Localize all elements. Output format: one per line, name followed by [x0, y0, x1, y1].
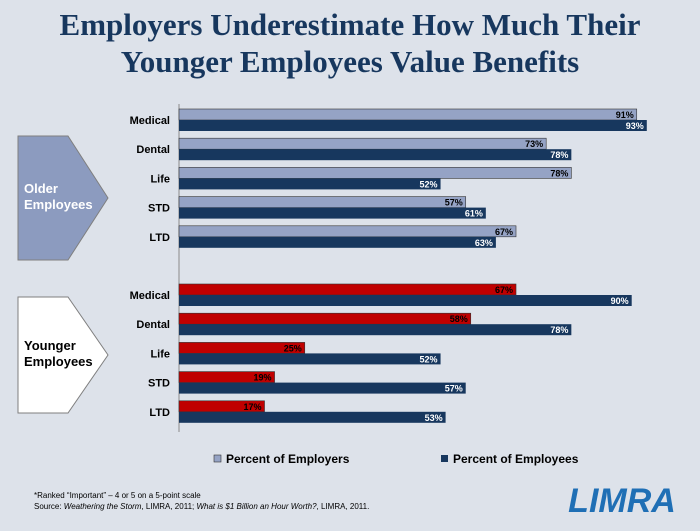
data-label-employees: 78%: [550, 325, 568, 335]
bar-employers: [178, 312, 472, 325]
data-label-employers: 25%: [284, 343, 302, 353]
bar-employees: [179, 207, 486, 219]
group-label-2-line1: Younger: [24, 338, 76, 353]
bar-employees: [179, 295, 632, 306]
data-label-employers: 19%: [254, 373, 272, 383]
source-suffix: , LIMRA, 2011.: [316, 502, 370, 511]
source-title-1: Weathering the Storm: [63, 502, 142, 511]
category-label: Medical: [130, 290, 170, 302]
data-label-employees: 57%: [445, 384, 463, 394]
group-arrow-2: [17, 296, 109, 414]
legend-swatch-employers: [213, 454, 222, 463]
bar-employees: [179, 353, 441, 365]
category-label: STD: [148, 203, 170, 215]
footnote: *Ranked “Important” – 4 or 5 on a 5-poin…: [34, 490, 369, 512]
category-label: Dental: [136, 319, 170, 331]
bar-employers: [178, 108, 638, 121]
bar-employees: [179, 236, 496, 248]
data-label-employers: 58%: [450, 314, 468, 324]
source-title-2: What is $1 Billion an Hour Worth?: [196, 502, 317, 511]
bar-employees: [179, 411, 446, 423]
logo-wordmark: LIMRA: [568, 482, 676, 520]
data-label-employers: 78%: [550, 168, 568, 178]
bar-employees: [179, 382, 466, 394]
legend-label-employers: Percent of Employers: [226, 452, 350, 466]
source-citation: Source: Weathering the Storm, LIMRA, 201…: [34, 501, 369, 512]
title-line-2: Younger Employees Value Benefits: [120, 44, 580, 79]
data-label-employers: 17%: [243, 402, 261, 412]
bar-employers: [178, 225, 517, 238]
category-label: LTD: [149, 232, 170, 244]
source-prefix: Source:: [34, 502, 64, 511]
bar-employers: [178, 137, 547, 150]
data-label-employers: 57%: [445, 198, 463, 208]
bar-employees: [179, 178, 441, 190]
category-label: Life: [150, 173, 170, 185]
source-mid: , LIMRA, 2011;: [141, 502, 197, 511]
category-label: Life: [150, 348, 170, 360]
legend-swatch-employees: [441, 455, 448, 462]
bar-employers: [178, 167, 572, 179]
data-label-employees: 61%: [465, 209, 483, 219]
data-label-employees: 78%: [550, 150, 568, 160]
data-label-employers: 73%: [525, 139, 543, 149]
bar-employees: [179, 120, 647, 131]
group-arrow-1: [17, 135, 109, 261]
data-label-employees: 52%: [420, 354, 438, 364]
group-label-1-line1: Older: [24, 181, 58, 196]
title-line-1: Employers Underestimate How Much Their: [59, 7, 641, 42]
data-label-employers: 67%: [495, 227, 513, 237]
group-label-1-line2: Employees: [24, 197, 93, 212]
data-label-employees: 93%: [626, 121, 644, 131]
bar-employers: [178, 196, 467, 208]
data-label-employers: 67%: [495, 285, 513, 295]
category-label: Dental: [136, 144, 170, 156]
category-label: STD: [148, 378, 170, 390]
category-label: LTD: [149, 407, 170, 419]
page-title: Employers Underestimate How Much Their Y…: [0, 6, 700, 80]
data-label-employees: 53%: [425, 413, 443, 423]
category-label: Medical: [130, 115, 170, 127]
group-label-2-line2: Employees: [24, 354, 93, 369]
data-label-employees: 63%: [475, 238, 493, 248]
bar-employees: [179, 324, 572, 336]
bar-employees: [179, 149, 572, 161]
data-label-employees: 90%: [611, 296, 629, 306]
limra-logo: LIMRA: [568, 482, 676, 520]
footnote-ranking-note: *Ranked “Important” – 4 or 5 on a 5-poin…: [34, 491, 201, 500]
legend-label-employees: Percent of Employees: [453, 452, 579, 466]
bar-employers: [178, 283, 517, 296]
data-label-employers: 91%: [616, 110, 634, 120]
data-label-employees: 52%: [420, 179, 438, 189]
